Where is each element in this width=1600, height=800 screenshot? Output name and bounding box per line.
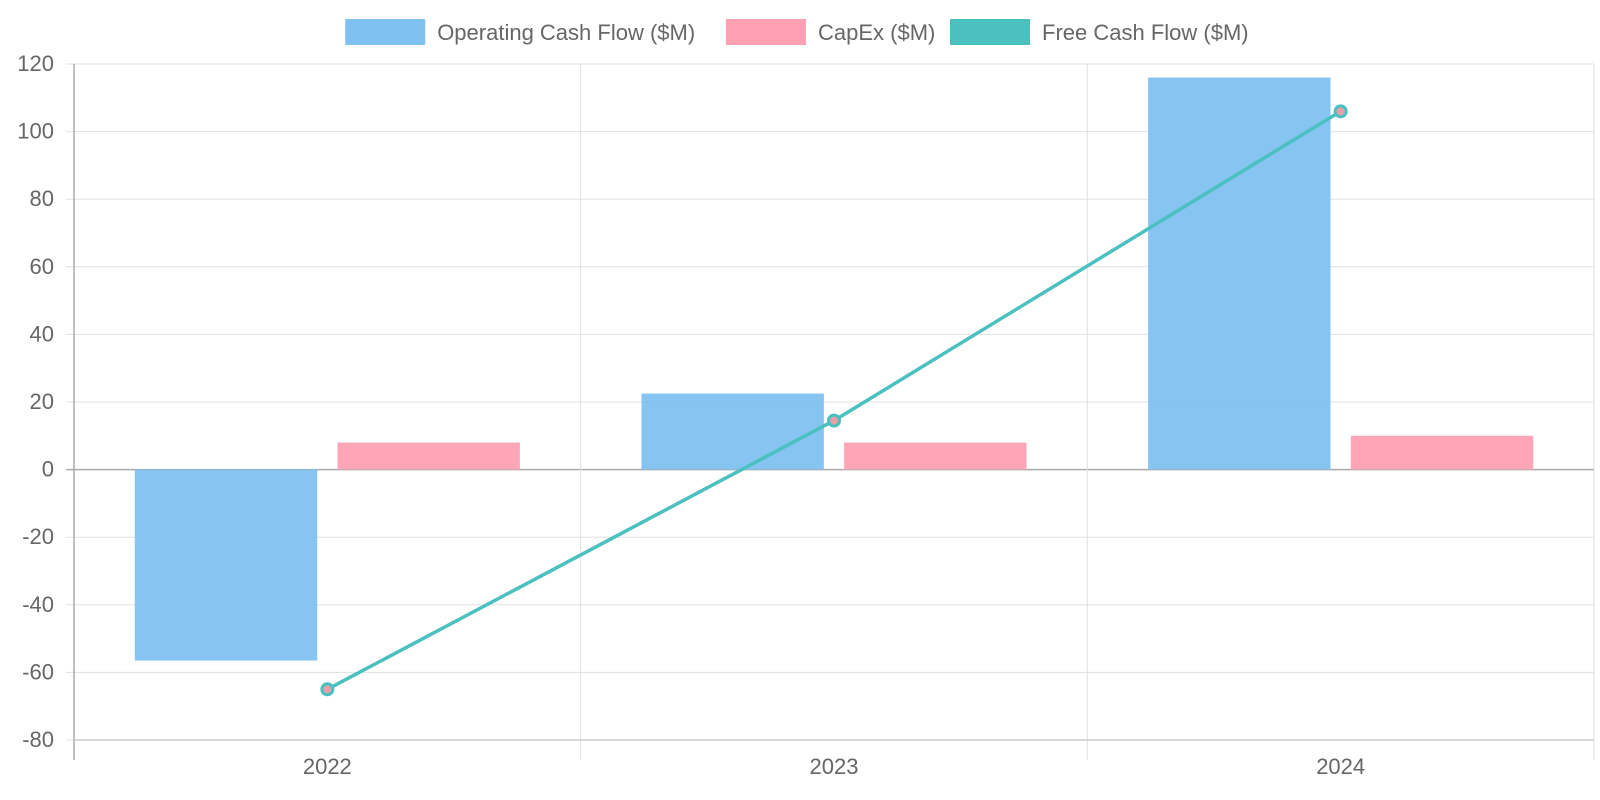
legend: Operating Cash Flow ($M) CapEx ($M) Free C… [345, 19, 1249, 45]
bars [134, 77, 1534, 661]
legend-label: CapEx ($M) [818, 20, 935, 45]
x-tick-label: 2023 [810, 754, 859, 779]
y-tick-label: 120 [17, 51, 54, 76]
tick-labels: 120 100 80 60 40 20 0 -20 -40 -60 -80 2022 2023 2024 [17, 51, 1365, 779]
legend-label: Operating Cash Flow ($M) [437, 20, 695, 45]
free-cash-flow-point [320, 682, 335, 697]
x-tick-label: 2024 [1316, 754, 1365, 779]
y-tick-label: 80 [30, 186, 54, 211]
y-tick-label: 20 [30, 389, 54, 414]
x-tick-label: 2022 [303, 754, 352, 779]
y-tick-label: 100 [17, 119, 54, 144]
bar-capex-m [1350, 435, 1534, 470]
legend-swatch [726, 19, 806, 45]
y-tick-label: 40 [30, 321, 54, 346]
y-tick-label: 60 [30, 254, 54, 279]
legend-label: Free Cash Flow ($M) [1042, 20, 1249, 45]
legend-swatch [345, 19, 426, 45]
lines [320, 104, 1348, 697]
bar-operating-cash-flow-m [1148, 77, 1331, 470]
bar-operating-cash-flow-m [134, 469, 318, 661]
free-cash-flow-point [827, 413, 841, 428]
y-tick-label: -40 [22, 592, 54, 617]
y-tick-label: -80 [22, 727, 54, 752]
bar-capex-m [337, 442, 520, 470]
free-cash-flow-point [1333, 104, 1348, 119]
legend-swatch [950, 19, 1030, 45]
y-tick-label: -60 [22, 659, 54, 684]
bar-operating-cash-flow-m [641, 393, 824, 470]
y-tick-label: -20 [22, 524, 54, 549]
bar-capex-m [844, 442, 1027, 470]
y-tick-label: 0 [42, 457, 54, 482]
